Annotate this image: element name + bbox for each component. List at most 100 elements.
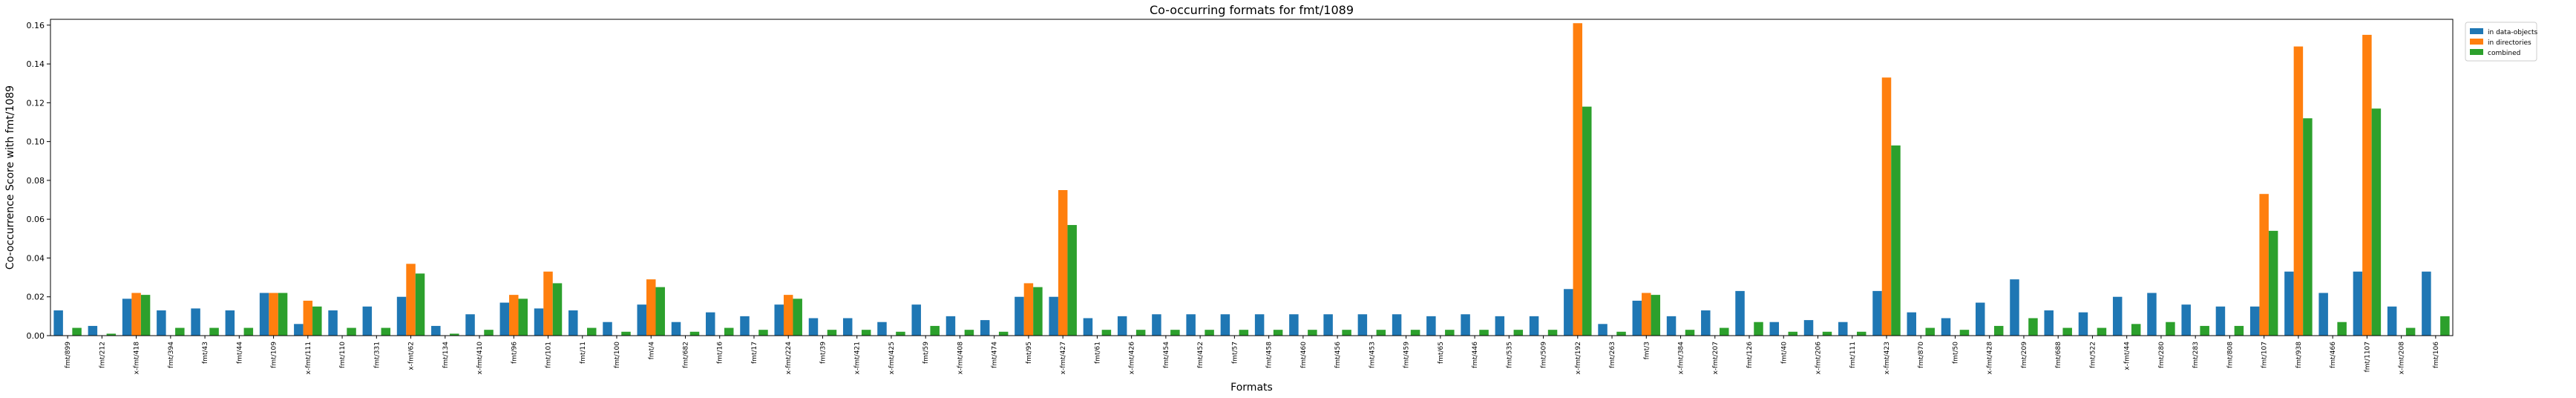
bar-in-data-objects-fmt-96 [499,302,510,336]
x-tick-label: fmt/446 [1472,342,1479,368]
bar-in-data-objects-fmt-331 [362,306,373,336]
bar-in-directories-fmt-1107 [2362,34,2372,336]
bar-combined-fmt-106 [2440,316,2450,336]
bar-in-data-objects-x-fmt-44 [2112,296,2123,336]
bar-in-directories-x-fmt-418 [131,293,141,336]
bar-combined-x-fmt-206 [1822,331,1832,336]
bar-in-directories-x-fmt-224 [783,295,793,336]
bar-in-data-objects-fmt-283 [2181,304,2191,336]
bar-in-data-objects-fmt-938 [2284,271,2294,336]
bar-in-data-objects-fmt-460 [1289,314,1299,336]
bar-in-data-objects-x-fmt-224 [774,304,784,336]
x-tick-label: x-fmt/44 [2124,342,2131,371]
bar-in-directories-fmt-938 [2293,46,2304,336]
bar-combined-x-fmt-418 [140,295,151,336]
bar-in-data-objects-x-fmt-206 [1803,320,1814,336]
bar-in-data-objects-x-fmt-423 [1872,290,1882,336]
bar-combined-x-fmt-44 [2131,324,2141,336]
bar-in-data-objects-fmt-3 [1632,300,1642,336]
x-tick-label: fmt/466 [2330,342,2337,368]
bar-in-data-objects-fmt-263 [1598,324,1607,336]
bar-combined-fmt-456 [1342,330,1351,336]
bar-in-data-objects-fmt-107 [2249,306,2260,336]
bar-combined-fmt-446 [1479,330,1489,336]
bar-combined-x-fmt-427 [1067,225,1077,336]
bar-in-directories-fmt-3 [1642,293,1651,336]
bar-in-data-objects-x-fmt-208 [2387,306,2397,336]
x-tick-label: x-fmt/418 [134,342,141,375]
bar-combined-fmt-535 [1513,330,1524,336]
x-tick-label: fmt/535 [1506,342,1513,368]
series-in-directories [131,23,2372,336]
bar-in-data-objects-fmt-446 [1461,314,1470,336]
bar-in-data-objects-x-fmt-408 [945,316,956,336]
legend-label: in data-objects [2488,29,2537,36]
bar-in-data-objects-fmt-509 [1529,316,1539,336]
bar-in-directories-fmt-4 [646,279,656,336]
x-tick-label: fmt/453 [1369,342,1376,368]
bar-combined-fmt-61 [1101,330,1112,336]
x-tick-label: fmt/16 [717,342,724,364]
x-tick-label: x-fmt/192 [1575,342,1582,374]
bar-combined-fmt-474 [998,331,1009,336]
bar-in-data-objects-fmt-808 [2215,306,2226,336]
bar-in-directories-x-fmt-111 [303,300,313,336]
bar-combined-fmt-509 [1547,330,1558,336]
bar-in-data-objects-x-fmt-207 [1701,310,1711,336]
bar-combined-fmt-460 [1308,330,1317,336]
bar-in-data-objects-fmt-394 [157,310,166,336]
x-tick-label: x-fmt/224 [785,342,793,375]
x-tick-label: x-fmt/427 [1060,342,1067,374]
bar-in-data-objects-fmt-280 [2147,293,2157,336]
x-tick-label: fmt/394 [168,342,175,368]
bar-combined-x-fmt-423 [1891,145,1901,336]
bar-in-data-objects-fmt-474 [980,320,990,336]
bar-combined-fmt-870 [1925,327,1935,336]
bar-in-data-objects-fmt-522 [2078,312,2088,336]
x-tick-label: fmt/454 [1163,342,1170,368]
x-tick-label: x-fmt/423 [1884,342,1891,374]
bar-combined-fmt-688 [2062,327,2072,336]
bar-in-data-objects-fmt-50 [1941,318,1951,336]
bar-in-data-objects-fmt-453 [1357,314,1368,336]
bar-in-data-objects-fmt-65 [1426,316,1436,336]
bar-combined-x-fmt-408 [964,330,974,336]
bar-in-data-objects-x-fmt-111 [294,324,304,336]
bar-combined-fmt-522 [2097,327,2107,336]
x-tick-label: fmt/938 [2295,342,2303,368]
bar-combined-fmt-100 [621,331,631,336]
x-tick-label: fmt/899 [65,342,72,368]
bar-in-data-objects-x-fmt-384 [1666,316,1677,336]
x-axis-label: Formats [1230,382,1273,394]
x-tick-label: fmt/111 [1849,342,1857,368]
bar-combined-fmt-59 [930,325,940,336]
bar-in-data-objects-fmt-40 [1769,322,1780,336]
x-tick-label: fmt/134 [442,342,450,368]
bar-combined-fmt-65 [1445,330,1455,336]
bar-combined-fmt-57 [1239,330,1249,336]
bar-combined-fmt-280 [2166,322,2175,336]
bar-in-directories-fmt-101 [543,271,553,336]
x-tick-label: fmt/101 [545,342,553,368]
bar-combined-fmt-44 [243,327,254,336]
chart-title: Co-occurring formats for fmt/1089 [1150,3,1354,17]
bar-in-data-objects-fmt-126 [1735,290,1745,336]
bar-in-data-objects-fmt-535 [1495,316,1505,336]
legend-label: in directories [2488,39,2531,47]
bar-combined-fmt-899 [72,327,82,336]
x-tick-label: x-fmt/62 [408,342,416,371]
x-tick-label: fmt/522 [2089,342,2097,368]
bar-in-data-objects-fmt-134 [431,325,441,336]
y-axis: 0.00 0.02 0.04 0.06 0.08 0.10 0.12 0.14 0.16 [27,21,50,341]
x-tick-label: fmt/458 [1266,342,1274,368]
bar-in-data-objects-fmt-101 [534,308,544,336]
bar-in-data-objects-fmt-682 [671,322,681,336]
bar-in-data-objects-fmt-59 [911,304,921,336]
bar-in-directories-x-fmt-427 [1058,189,1068,336]
bar-combined-fmt-134 [450,333,459,336]
bar-in-directories-fmt-107 [2259,194,2269,336]
x-tick-label: fmt/331 [373,342,381,368]
bar-in-data-objects-x-fmt-418 [122,298,132,336]
x-tick-label: fmt/44 [236,342,243,364]
x-tick-label: fmt/212 [99,342,106,368]
